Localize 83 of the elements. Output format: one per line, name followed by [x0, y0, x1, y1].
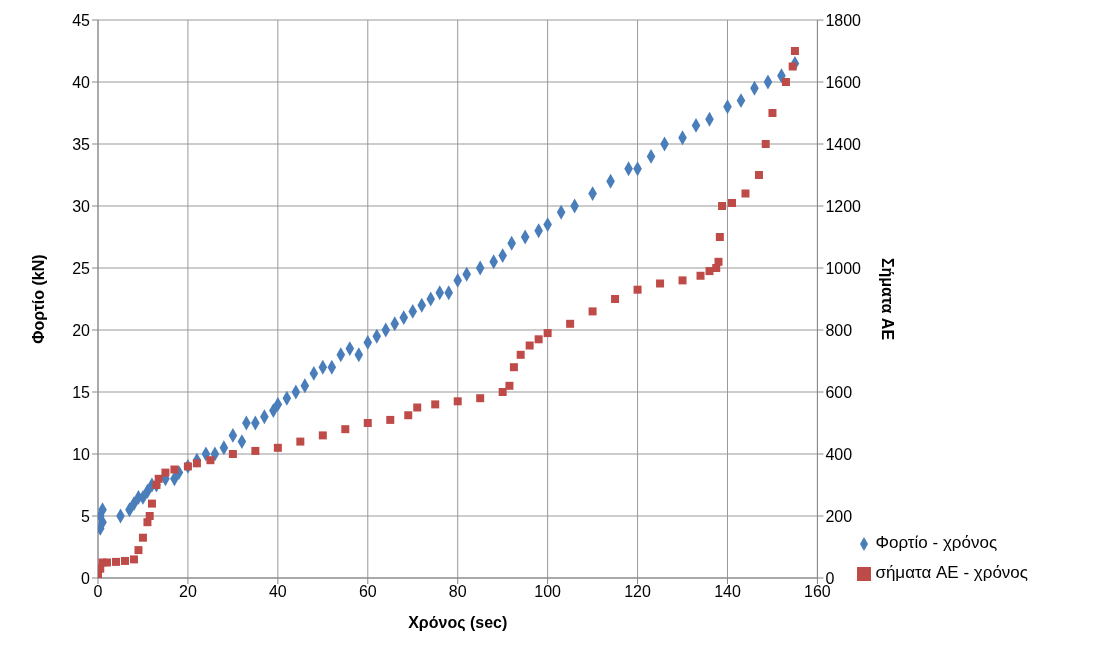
point: [678, 276, 687, 285]
y-tick-label: 0: [81, 569, 91, 587]
y2-tick-label: 600: [825, 383, 853, 401]
y-tick-label: 45: [72, 11, 91, 29]
point: [656, 279, 665, 288]
x-tick-label: 60: [358, 583, 377, 601]
point: [296, 437, 305, 446]
point: [404, 411, 413, 420]
y2-tick-label: 800: [825, 321, 853, 339]
y-tick-label: 30: [72, 197, 91, 215]
x-tick-label: 140: [714, 583, 741, 601]
point: [476, 394, 485, 403]
y-tick-label: 5: [81, 507, 91, 525]
point: [134, 546, 143, 555]
point: [318, 431, 327, 440]
point: [718, 202, 727, 210]
y-tick-label: 35: [72, 135, 91, 153]
point: [543, 329, 552, 338]
x-tick-label: 100: [534, 583, 562, 601]
point: [341, 425, 350, 434]
y2-tick-label: 1000: [825, 259, 862, 277]
point: [120, 556, 129, 565]
point: [633, 285, 642, 294]
point: [251, 446, 260, 455]
y-tick-label: 20: [72, 321, 91, 339]
point: [588, 307, 597, 316]
y-tick-label: 10: [72, 445, 91, 463]
point: [431, 400, 440, 409]
point: [509, 363, 518, 372]
point: [111, 557, 120, 566]
point: [273, 443, 282, 452]
y-tick-label: 15: [72, 383, 91, 401]
point: [129, 555, 138, 564]
point: [147, 499, 156, 508]
point: [453, 397, 462, 406]
point: [741, 189, 750, 198]
y2-tick-label: 400: [825, 445, 853, 463]
y2-tick-label: 1400: [825, 135, 862, 153]
x-tick-label: 160: [804, 583, 831, 601]
x-tick-label: 40: [268, 583, 287, 601]
point: [611, 295, 620, 303]
point: [413, 403, 422, 412]
point: [102, 558, 111, 567]
point: [363, 419, 372, 427]
point: [505, 381, 514, 390]
point: [145, 512, 154, 520]
legend-label: Φορτίο - χρόνος: [875, 533, 998, 552]
point: [154, 474, 163, 483]
point: [170, 465, 179, 474]
point: [790, 47, 799, 55]
point: [161, 468, 170, 477]
point: [206, 456, 215, 465]
y-tick-label: 25: [72, 259, 91, 277]
point: [714, 257, 723, 266]
point: [768, 109, 777, 117]
point: [788, 62, 797, 71]
point: [715, 233, 724, 241]
legend-label: σήματα AE - χρόνος: [875, 563, 1028, 582]
y-tick-label: 40: [72, 73, 91, 91]
y2-tick-label: 1200: [825, 197, 862, 215]
x-tick-label: 120: [624, 583, 652, 601]
point: [727, 198, 736, 207]
y2-axis-title: Σήματα AE: [878, 257, 896, 341]
point: [498, 388, 507, 396]
point: [781, 78, 790, 86]
y2-tick-label: 1800: [825, 11, 862, 29]
y2-tick-label: 200: [825, 507, 853, 525]
x-axis-title: Χρόνος (sec): [408, 614, 508, 632]
point: [566, 319, 575, 328]
point: [534, 335, 543, 344]
x-tick-label: 80: [448, 583, 467, 601]
x-tick-label: 20: [179, 583, 197, 601]
point: [516, 350, 525, 359]
point: [386, 415, 395, 424]
point: [525, 341, 534, 350]
point: [696, 271, 705, 280]
point: [228, 450, 237, 458]
y2-tick-label: 1600: [825, 73, 862, 91]
point: [138, 533, 147, 542]
point: [761, 140, 770, 148]
y-axis-title: Φορτίο (kN): [29, 254, 47, 344]
x-tick-label: 0: [93, 583, 103, 601]
point: [754, 171, 763, 179]
